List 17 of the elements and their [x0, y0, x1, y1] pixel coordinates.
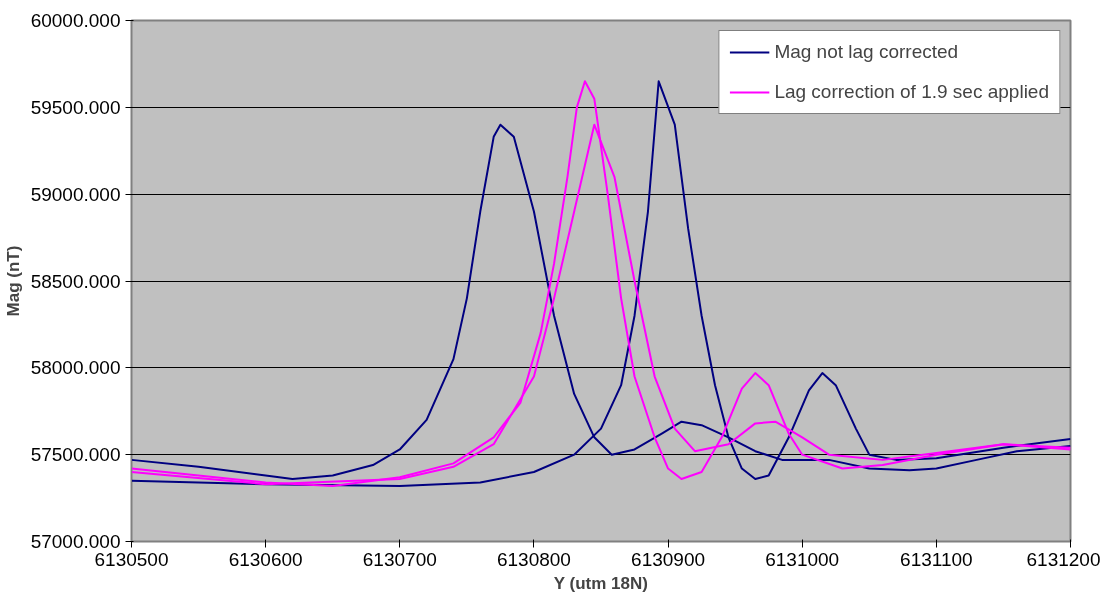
y-tick-label: 57500.000 — [30, 444, 121, 466]
x-tick-label: 6130600 — [228, 548, 303, 570]
x-axis-title: Y (utm 18N) — [553, 573, 648, 593]
x-tick-label: 6131000 — [765, 548, 840, 570]
y-axis-title: Mag (nT) — [3, 245, 23, 317]
x-tick-label: 6130800 — [496, 548, 571, 570]
x-tick-label: 6130900 — [631, 548, 706, 570]
y-tick-label: 58500.000 — [30, 270, 121, 292]
x-tick-label: 6131100 — [900, 548, 973, 570]
legend-label: Mag not lag corrected — [774, 41, 959, 63]
x-tick-label: 6130700 — [362, 548, 437, 570]
y-tick-label: 60000.000 — [30, 10, 121, 31]
x-tick-label: 6131200 — [1026, 548, 1101, 570]
legend-label: Lag correction of 1.9 sec applied — [774, 81, 1049, 103]
y-tick-label: 58000.000 — [30, 357, 121, 379]
y-tick-label: 59000.000 — [30, 183, 121, 205]
y-tick-label: 59500.000 — [30, 96, 121, 118]
